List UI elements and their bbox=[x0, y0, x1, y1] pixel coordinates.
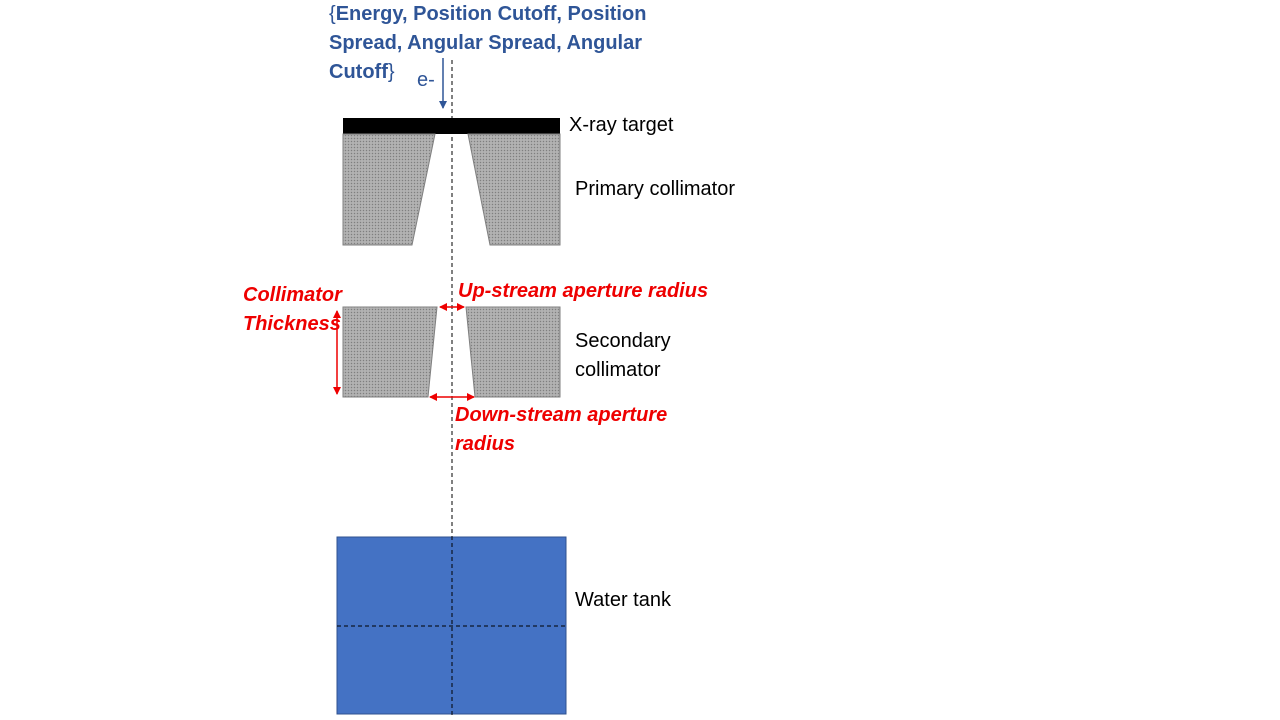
collimator-thickness-label: Collimator Thickness bbox=[243, 281, 342, 339]
primary-collimator-label: Primary collimator bbox=[575, 178, 736, 200]
secondary-collimator-left bbox=[342, 306, 438, 398]
secondary-collimator-line-1: Secondary bbox=[575, 330, 671, 352]
params-line-2: Spread, Angular Spread, Angular bbox=[329, 32, 643, 54]
upstream-aperture-label: Up-stream aperture radius bbox=[458, 280, 709, 302]
water-tank-label: Water tank bbox=[575, 589, 671, 611]
primary-collimator-left bbox=[342, 133, 436, 246]
open-brace: { bbox=[329, 3, 336, 25]
beam-label: e- bbox=[417, 69, 435, 91]
secondary-collimator-right bbox=[465, 306, 561, 398]
primary-collimator-right bbox=[467, 133, 561, 246]
secondary-collimator-label: Secondary collimator bbox=[575, 327, 671, 385]
close-brace: } bbox=[387, 61, 395, 83]
xray-target-label: X-ray target bbox=[569, 114, 674, 136]
downstream-aperture-line-2: radius bbox=[455, 433, 516, 455]
collimator-thickness-line-1: Collimator bbox=[243, 284, 342, 306]
downstream-aperture-line-1: Down-stream aperture bbox=[455, 404, 668, 426]
beam-parameters-label: {Energy, Position Cutoff, Position Sprea… bbox=[329, 0, 646, 87]
params-line-3: Cutoff bbox=[329, 61, 388, 83]
collimator-thickness-line-2: Thickness bbox=[243, 313, 341, 335]
secondary-collimator-line-2: collimator bbox=[575, 359, 661, 381]
params-line-1: Energy, Position Cutoff, Position bbox=[335, 3, 647, 25]
downstream-aperture-label: Down-stream aperture radius bbox=[455, 401, 667, 459]
